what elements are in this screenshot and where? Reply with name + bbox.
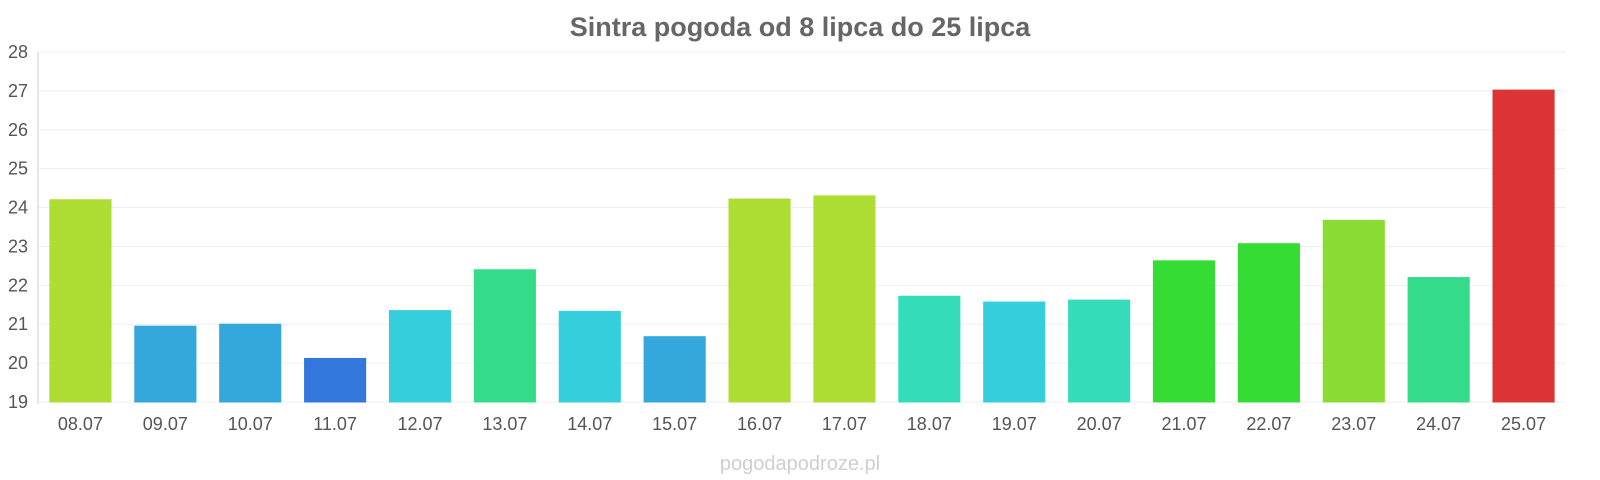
bar-14.07[interactable] [558, 310, 621, 403]
y-tick-label: 19 [8, 392, 28, 412]
bar-16.07[interactable] [728, 198, 791, 403]
bar-22.07[interactable] [1237, 243, 1300, 403]
y-tick-label: 27 [8, 81, 28, 101]
x-axis-ticks: 08.07 09.07 10.07 11.07 12.07 13.07 14.07 15.07… [58, 414, 1546, 434]
x-tick-label: 25.07 [1501, 414, 1546, 434]
bar-20.07[interactable] [1068, 299, 1131, 403]
x-tick-label: 17.07 [822, 414, 867, 434]
x-tick-label: 11.07 [313, 414, 357, 434]
y-tick-label: 24 [8, 198, 28, 218]
bar-10.07[interactable] [219, 323, 282, 403]
grid-lines [38, 51, 1566, 403]
x-tick-label: 18.07 [907, 414, 952, 434]
y-tick-label: 23 [8, 236, 28, 256]
bar-19.07[interactable] [983, 301, 1046, 403]
y-tick-label: 26 [8, 120, 28, 140]
x-tick-label: 22.07 [1246, 414, 1291, 434]
y-tick-label: 25 [8, 159, 28, 179]
watermark: pogodapodroze.pl [720, 453, 880, 475]
bar-25.07[interactable] [1492, 89, 1555, 403]
bar-13.07[interactable] [473, 269, 536, 403]
bar-08.07[interactable] [49, 199, 112, 403]
bar-17.07[interactable] [813, 195, 876, 403]
x-tick-label: 20.07 [1077, 414, 1122, 434]
chart-title: Sintra pogoda od 8 lipca do 25 lipca [570, 12, 1032, 42]
y-tick-label: 21 [8, 314, 28, 334]
bar-24.07[interactable] [1407, 277, 1470, 403]
x-tick-label: 09.07 [143, 414, 188, 434]
y-tick-label: 20 [8, 353, 28, 373]
bar-18.07[interactable] [898, 295, 961, 403]
bar-12.07[interactable] [388, 310, 452, 403]
bar-21.07[interactable] [1152, 260, 1216, 403]
x-tick-label: 08.07 [58, 414, 103, 434]
bars [49, 89, 1555, 403]
x-tick-label: 19.07 [992, 414, 1037, 434]
x-tick-label: 15.07 [652, 414, 697, 434]
x-tick-label: 23.07 [1331, 414, 1376, 434]
x-tick-label: 14.07 [567, 414, 612, 434]
x-tick-label: 10.07 [228, 414, 273, 434]
bar-23.07[interactable] [1322, 219, 1385, 403]
x-tick-label: 12.07 [397, 414, 442, 434]
x-tick-label: 16.07 [737, 414, 782, 434]
bar-15.07[interactable] [643, 336, 706, 403]
y-tick-label: 28 [8, 42, 28, 62]
bar-11.07[interactable] [304, 357, 367, 403]
bar-09.07[interactable] [134, 325, 197, 403]
y-axis-ticks: 19 20 21 22 23 24 25 26 27 28 [8, 42, 28, 412]
x-tick-label: 13.07 [482, 414, 527, 434]
x-tick-label: 24.07 [1416, 414, 1461, 434]
y-tick-label: 22 [8, 275, 28, 295]
x-tick-label: 21.07 [1161, 414, 1206, 434]
